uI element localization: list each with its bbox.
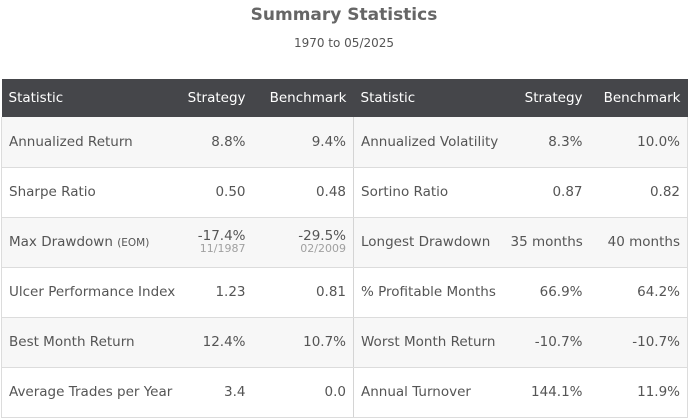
column-header-statistic: Statistic [1,79,178,117]
statistic-label: Best Month Return [1,317,178,368]
benchmark-value: 11.9% [589,367,688,418]
statistic-label: Ulcer Performance Index [1,267,178,318]
strategy-value: 3.4 [177,367,253,418]
statistic-label: Average Trades per Year [1,367,178,418]
column-header-strategy: Strategy [503,79,590,117]
column-header-strategy: Strategy [177,79,253,117]
table-row: Sharpe Ratio 0.50 0.48 Sortino Ratio 0.8… [1,167,688,218]
statistic-label-text: Max Drawdown [9,234,113,250]
benchmark-value: 9.4% [252,117,354,168]
statistic-label: Max Drawdown (EOM) [1,217,178,268]
table-header-row: Statistic Strategy Benchmark Statistic S… [1,79,688,117]
date-range-subtitle: 1970 to 05/2025 [293,36,395,50]
benchmark-value: 10.0% [589,117,688,168]
strategy-drawdown-date: 11/1987 [199,242,246,255]
strategy-value: 0.87 [503,167,590,218]
table-row: Annualized Return 8.8% 9.4% Annualized V… [1,117,688,168]
benchmark-drawdown-value: -29.5% [298,228,346,244]
benchmark-value: 0.81 [252,267,354,318]
summary-statistics-table: Statistic Strategy Benchmark Statistic S… [1,79,688,418]
page-title: Summary Statistics [250,5,438,25]
table-row: Max Drawdown (EOM) -17.4% 11/1987 -29.5%… [1,217,688,268]
statistic-label: Annual Turnover [353,367,504,418]
table-row: Best Month Return 12.4% 10.7% Worst Mont… [1,317,688,368]
benchmark-value: 40 months [589,217,688,268]
column-header-statistic: Statistic [353,79,504,117]
statistic-label: Longest Drawdown [353,217,504,268]
statistic-label: % Profitable Months [353,267,504,318]
column-header-benchmark: Benchmark [589,79,688,117]
statistic-label: Annualized Volatility [353,117,504,168]
statistic-label: Worst Month Return [353,317,504,368]
strategy-value: 8.8% [177,117,253,168]
benchmark-value: 10.7% [252,317,354,368]
strategy-value: -10.7% [503,317,590,368]
strategy-value: 8.3% [503,117,590,168]
strategy-drawdown-value: -17.4% [197,228,246,244]
strategy-value: 144.1% [503,367,590,418]
statistic-label: Annualized Return [1,117,178,168]
benchmark-value: 0.0 [252,367,354,418]
benchmark-value: -10.7% [589,317,688,368]
strategy-value: 12.4% [177,317,253,368]
benchmark-value: 64.2% [589,267,688,318]
benchmark-value: 0.82 [589,167,688,218]
benchmark-value: 0.48 [252,167,354,218]
column-header-benchmark: Benchmark [252,79,354,117]
statistic-label: Sortino Ratio [353,167,504,218]
table-row: Average Trades per Year 3.4 0.0 Annual T… [1,367,688,418]
statistic-label: Sharpe Ratio [1,167,178,218]
strategy-value: 1.23 [177,267,253,318]
strategy-value: 0.50 [177,167,253,218]
strategy-value: -17.4% 11/1987 [177,217,253,268]
strategy-value: 66.9% [503,267,590,318]
table-row: Ulcer Performance Index 1.23 0.81 % Prof… [1,267,688,318]
benchmark-value: -29.5% 02/2009 [252,217,354,268]
strategy-value: 35 months [503,217,590,268]
statistic-note: (EOM) [117,237,150,249]
benchmark-drawdown-date: 02/2009 [300,242,346,255]
